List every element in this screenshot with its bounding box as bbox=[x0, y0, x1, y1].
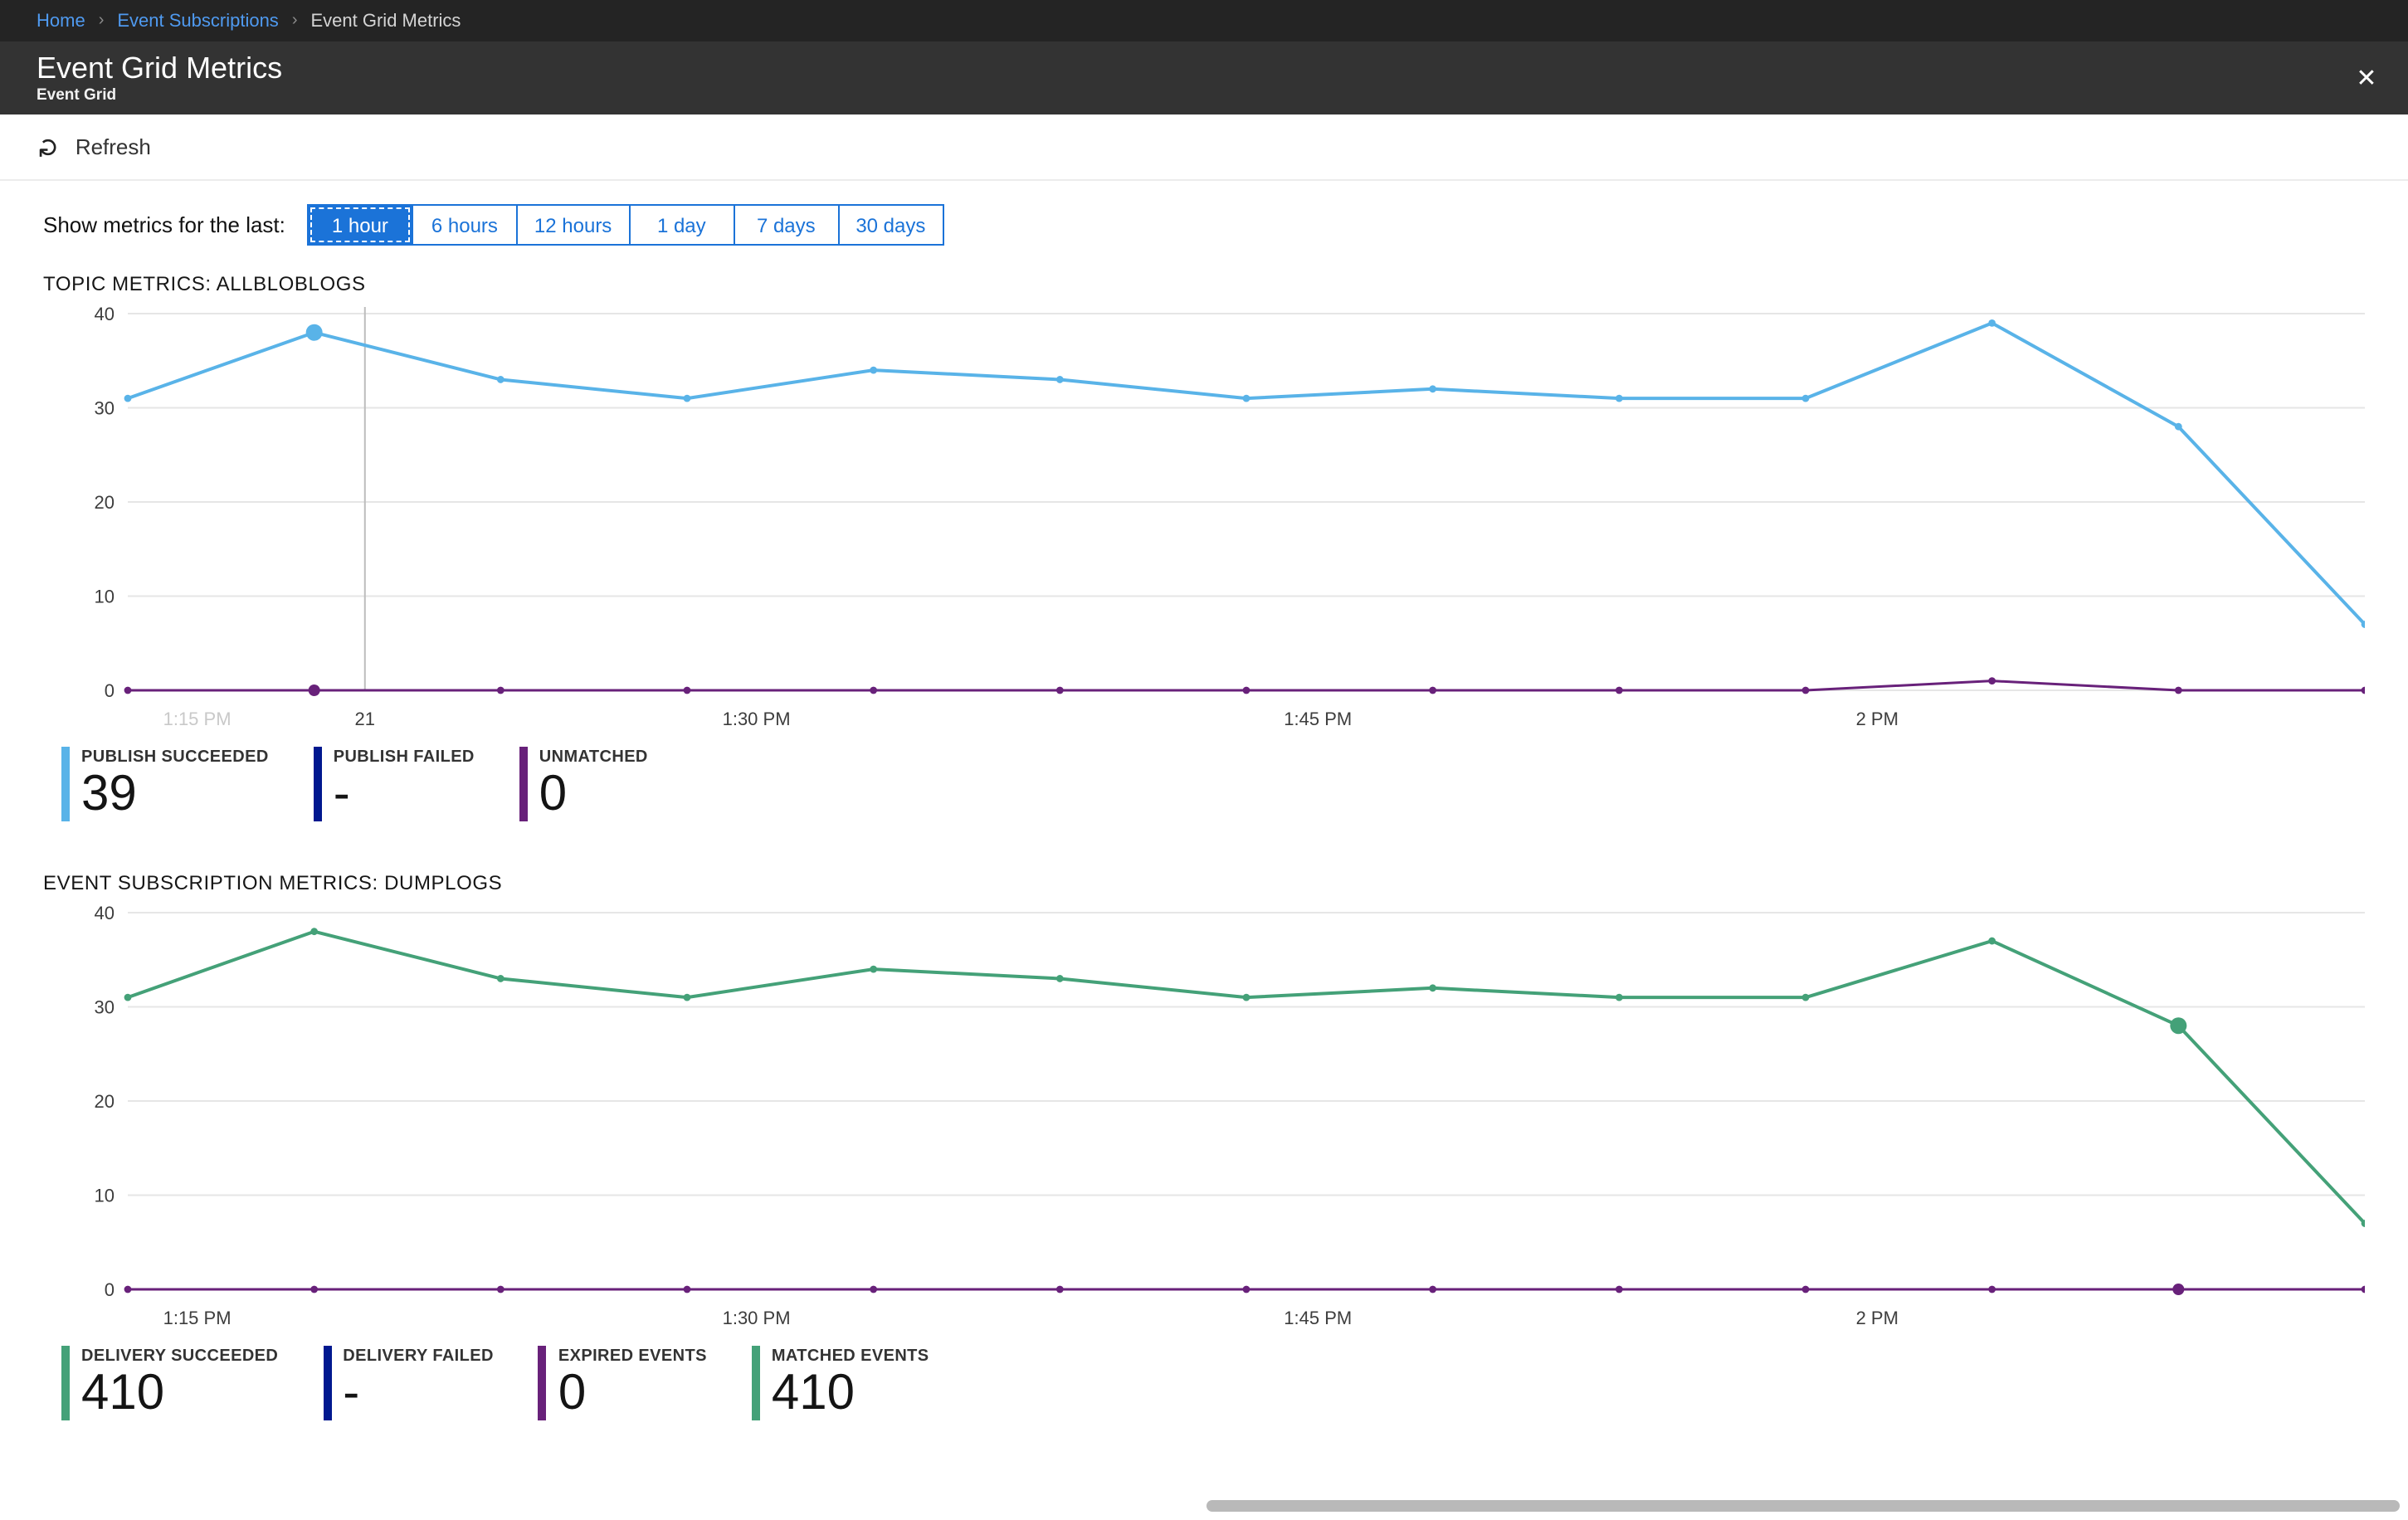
legend-color-bar bbox=[61, 1346, 70, 1420]
svg-text:1:30 PM: 1:30 PM bbox=[723, 1308, 791, 1328]
legend-label: DELIVERY SUCCEEDED bbox=[81, 1347, 279, 1366]
svg-text:10: 10 bbox=[95, 1186, 115, 1206]
svg-text:10: 10 bbox=[95, 587, 115, 607]
breadcrumb-separator: › bbox=[98, 12, 105, 30]
horizontal-scrollbar bbox=[0, 1497, 2408, 1515]
subscription-metrics-legend: DELIVERY SUCCEEDED 410 DELIVERY FAILED - EXP… bbox=[61, 1346, 2408, 1420]
close-icon: ✕ bbox=[2356, 65, 2377, 93]
time-range-option-1-day[interactable]: 1 day bbox=[628, 204, 735, 246]
horizontal-scrollbar-thumb[interactable] bbox=[1206, 1500, 2400, 1512]
svg-text:20: 20 bbox=[95, 492, 115, 513]
svg-text:0: 0 bbox=[105, 680, 115, 701]
legend-color-bar bbox=[61, 747, 70, 821]
legend-item-publish-succeeded: PUBLISH SUCCEEDED 39 bbox=[61, 747, 269, 821]
svg-text:30: 30 bbox=[95, 997, 115, 1018]
time-range-group: 1 hour 6 hours 12 hours 1 day 7 days 30 days bbox=[306, 204, 944, 246]
svg-text:1:15 PM: 1:15 PM bbox=[163, 1308, 232, 1328]
time-range-option-7-days[interactable]: 7 days bbox=[733, 204, 840, 246]
time-range-filter: Show metrics for the last: 1 hour 6 hours… bbox=[0, 181, 2408, 259]
page-title: Event Grid Metrics bbox=[37, 51, 283, 85]
breadcrumb-separator: › bbox=[291, 12, 298, 30]
topic-metrics-legend: PUBLISH SUCCEEDED 39 PUBLISH FAILED - UNMATC… bbox=[61, 747, 2408, 821]
legend-color-bar bbox=[519, 747, 528, 821]
legend-label: PUBLISH SUCCEEDED bbox=[81, 748, 269, 767]
svg-text:20: 20 bbox=[95, 1091, 115, 1112]
legend-color-bar bbox=[323, 1346, 332, 1420]
subscription-metrics-chart: 0 10 20 30 40 1:15 PM 1:30 PM 1:45 PM 2 PM bbox=[43, 904, 2365, 1336]
legend-item-unmatched: UNMATCHED 0 bbox=[519, 747, 648, 821]
svg-text:0: 0 bbox=[105, 1279, 115, 1300]
svg-text:2 PM: 2 PM bbox=[1856, 709, 1899, 729]
time-range-option-12-hours[interactable]: 12 hours bbox=[515, 204, 631, 246]
svg-text:2 PM: 2 PM bbox=[1856, 1308, 1899, 1328]
svg-text:1:15 PM: 1:15 PM bbox=[163, 709, 232, 729]
legend-item-delivery-succeeded: DELIVERY SUCCEEDED 410 bbox=[61, 1346, 278, 1420]
page-subtitle: Event Grid bbox=[37, 86, 117, 105]
legend-label: DELIVERY FAILED bbox=[343, 1347, 494, 1366]
refresh-button[interactable]: ↻ Refresh bbox=[36, 134, 151, 160]
breadcrumb-link-home[interactable]: Home bbox=[37, 11, 85, 31]
svg-text:30: 30 bbox=[95, 398, 115, 419]
time-range-option-6-hours[interactable]: 6 hours bbox=[411, 204, 518, 246]
legend-value: 0 bbox=[539, 767, 568, 821]
line-chart: 0 10 20 30 40 1:15 PM 1:30 PM 1:45 PM 2 PM bbox=[95, 904, 2365, 1328]
time-range-option-1-hour[interactable]: 1 hour bbox=[306, 204, 413, 246]
svg-text:1:45 PM: 1:45 PM bbox=[1284, 1308, 1352, 1328]
time-range-label: Show metrics for the last: bbox=[43, 212, 285, 237]
breadcrumb-link-event-subscriptions[interactable]: Event Subscriptions bbox=[117, 11, 279, 31]
legend-value: 39 bbox=[81, 767, 137, 821]
legend-item-matched-events: MATCHED EVENTS 410 bbox=[751, 1346, 929, 1420]
legend-value: 410 bbox=[81, 1366, 165, 1420]
legend-value: 0 bbox=[558, 1366, 587, 1420]
legend-item-delivery-failed: DELIVERY FAILED - bbox=[323, 1346, 494, 1420]
legend-label: MATCHED EVENTS bbox=[771, 1347, 929, 1366]
svg-text:1:30 PM: 1:30 PM bbox=[723, 709, 791, 729]
time-range-option-30-days[interactable]: 30 days bbox=[837, 204, 944, 246]
legend-value: - bbox=[343, 1366, 360, 1420]
svg-text:40: 40 bbox=[95, 904, 115, 923]
command-bar: ↻ Refresh bbox=[0, 114, 2408, 181]
svg-text:21: 21 bbox=[355, 709, 375, 729]
section-title-subscription-metrics: EVENT SUBSCRIPTION METRICS: DUMPLOGS bbox=[43, 871, 503, 894]
legend-item-expired-events: EXPIRED EVENTS 0 bbox=[538, 1346, 707, 1420]
topic-metrics-chart: 0 10 20 30 40 1:15 PM 21 1:30 PM 1:45 PM 2 PM bbox=[43, 305, 2365, 737]
blade-header: Event Grid Metrics Event Grid ✕ bbox=[0, 41, 2408, 114]
svg-text:1:45 PM: 1:45 PM bbox=[1284, 709, 1352, 729]
breadcrumb-current-page: Event Grid Metrics bbox=[310, 11, 461, 31]
legend-color-bar bbox=[751, 1346, 760, 1420]
legend-color-bar bbox=[538, 1346, 547, 1420]
section-title-topic-metrics: TOPIC METRICS: ALLBLOBLOGS bbox=[43, 272, 366, 295]
legend-label: EXPIRED EVENTS bbox=[558, 1347, 707, 1366]
legend-value: 410 bbox=[771, 1366, 855, 1420]
legend-label: UNMATCHED bbox=[539, 748, 648, 767]
close-button[interactable]: ✕ bbox=[2342, 53, 2391, 103]
refresh-label: Refresh bbox=[75, 134, 151, 159]
svg-text:40: 40 bbox=[95, 305, 115, 324]
legend-item-publish-failed: PUBLISH FAILED - bbox=[313, 747, 475, 821]
legend-label: PUBLISH FAILED bbox=[333, 748, 475, 767]
breadcrumb: Home › Event Subscriptions › Event Grid … bbox=[0, 0, 2408, 41]
legend-color-bar bbox=[313, 747, 322, 821]
legend-value: - bbox=[333, 767, 350, 821]
refresh-icon: ↻ bbox=[36, 135, 65, 158]
line-chart: 0 10 20 30 40 1:15 PM 21 1:30 PM 1:45 PM 2 PM bbox=[95, 305, 2365, 729]
